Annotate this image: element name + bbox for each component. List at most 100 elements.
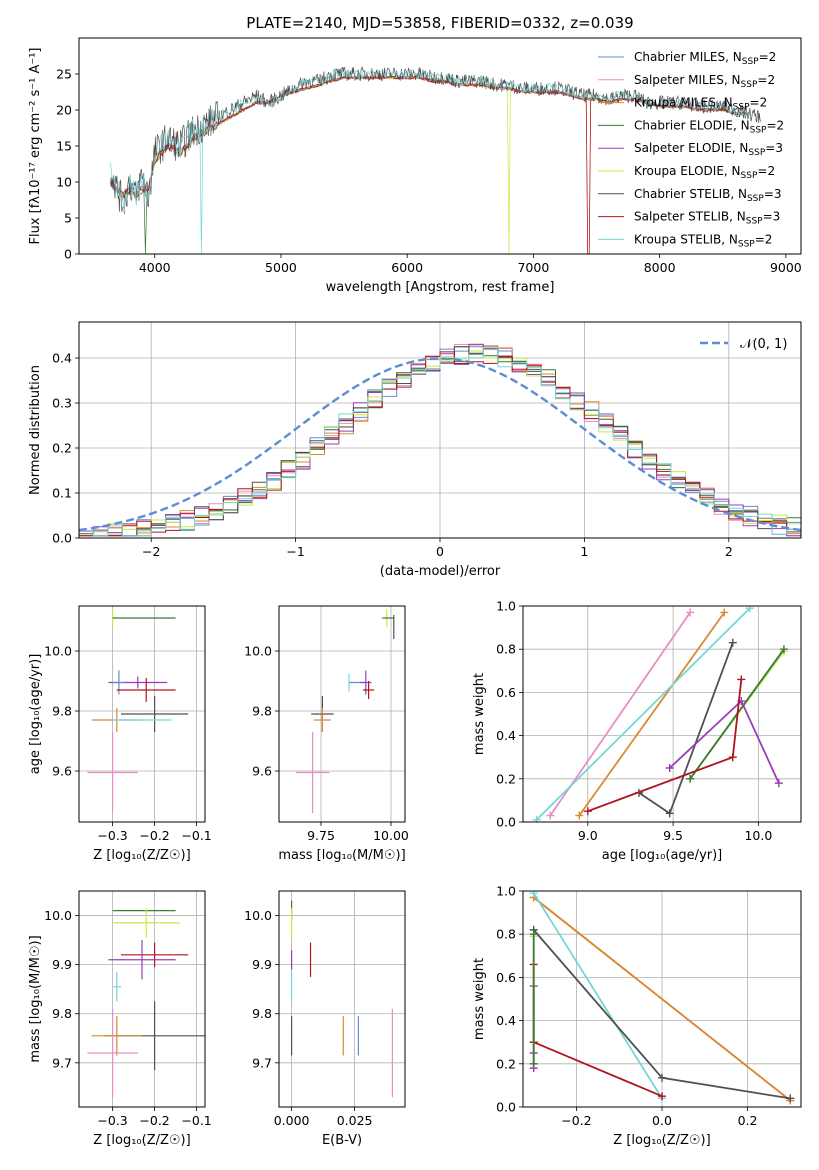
x-tick-label: −0.3 bbox=[97, 1113, 127, 1128]
legend-entry: Chabrier MILES, NSSP=2 bbox=[634, 50, 776, 67]
legend-entry: Kroupa ELODIE, NSSP=2 bbox=[634, 164, 775, 181]
axes-frame bbox=[522, 605, 802, 823]
plot-area bbox=[110, 66, 761, 254]
series-marker bbox=[529, 891, 538, 898]
axes-frame bbox=[78, 605, 206, 823]
spectrum-line-chab_stelib bbox=[110, 66, 761, 214]
x-tick-label: 9000 bbox=[770, 260, 802, 275]
y-tick-label: 15 bbox=[56, 139, 72, 154]
legend-entry: Chabrier STELIB, NSSP=3 bbox=[634, 187, 782, 204]
y-tick-label: 0.3 bbox=[52, 396, 72, 411]
axes-frame bbox=[278, 605, 406, 823]
legend-sub: SSP bbox=[741, 171, 758, 181]
x-tick-label: 10.0 bbox=[744, 828, 772, 843]
x-tick-label: 9.0 bbox=[578, 828, 598, 843]
errorbar-salp_miles bbox=[87, 1008, 138, 1098]
y-tick-label: 0.0 bbox=[496, 815, 516, 830]
errorbar-krou_miles bbox=[91, 1016, 142, 1056]
x-tick-label: 7000 bbox=[517, 260, 549, 275]
legend-entry: Kroupa STELIB, NSSP=2 bbox=[634, 232, 772, 249]
spectrum-line-krou_stelib bbox=[110, 68, 751, 254]
x-tick-label: 0.000 bbox=[274, 1113, 310, 1128]
errorbar-krou_miles bbox=[314, 708, 331, 732]
x-tick-label: 0 bbox=[436, 544, 444, 559]
y-tick-label: 9.8 bbox=[52, 1006, 72, 1021]
x-tick-label: 9.75 bbox=[307, 828, 335, 843]
series-marker bbox=[583, 807, 592, 816]
legend-value: =3 bbox=[763, 210, 781, 224]
legend-sub: SSP bbox=[733, 103, 750, 113]
panel-mass_ebv: 0.000 0.025 9.7 9.8 9.9 10.0 E(B-V) bbox=[244, 890, 406, 1148]
y-tick-label: 9.9 bbox=[252, 957, 272, 972]
y-tick-label: 9.8 bbox=[252, 1006, 272, 1021]
x-tick-label: −0.1 bbox=[181, 1113, 211, 1128]
plot-area bbox=[79, 343, 801, 538]
errorbar-krou_elodie bbox=[112, 908, 180, 938]
y-tick-label: 0.4 bbox=[52, 351, 72, 366]
series-marker bbox=[665, 764, 674, 772]
legend-value: =2 bbox=[757, 164, 775, 178]
legend-entry: Salpeter MILES, NSSP=2 bbox=[634, 73, 775, 90]
y-axis-label: mass weight bbox=[472, 673, 487, 755]
series-marker bbox=[745, 606, 754, 613]
y-tick-label: 0.2 bbox=[496, 771, 516, 786]
legend-label: Salpeter STELIB, N bbox=[634, 210, 746, 224]
legend-entry: Kroupa MILES, NSSP=2 bbox=[634, 96, 767, 113]
errorbar-salp_stelib bbox=[363, 681, 375, 699]
legend-label: Kroupa STELIB, N bbox=[634, 232, 738, 246]
axes-frame bbox=[78, 890, 206, 1108]
series-marker bbox=[774, 779, 783, 788]
x-tick-label: 1 bbox=[580, 544, 588, 559]
series-line-krou_stelib bbox=[532, 892, 663, 1099]
x-tick-label: 10.00 bbox=[373, 828, 409, 843]
legend-sub: SSP bbox=[746, 217, 763, 227]
y-tick-label: 0.6 bbox=[496, 685, 516, 700]
x-axis-label: Z [log₁₀(Z/Z☉)] bbox=[613, 1133, 710, 1148]
errorbar-salp_miles bbox=[87, 732, 138, 813]
y-tick-label: 25 bbox=[56, 67, 72, 82]
spectrum-line-salp_miles bbox=[110, 75, 751, 201]
legend-sub: SSP bbox=[741, 80, 758, 90]
legend-sub: SSP bbox=[738, 239, 755, 249]
legend-value: =2 bbox=[766, 118, 784, 132]
x-tick-label: 4000 bbox=[139, 260, 171, 275]
y-tick-label: 9.8 bbox=[252, 704, 272, 719]
y-axis-label: age [log₁₀(age/yr)] bbox=[28, 654, 43, 775]
errorbar-salp_elodie bbox=[360, 670, 372, 695]
legend-label: Chabrier MILES, N bbox=[634, 50, 742, 64]
legend-label: Salpeter ELODIE, N bbox=[634, 141, 748, 155]
y-axis-label: Normed distribution bbox=[28, 365, 43, 495]
y-tick-label: 9.6 bbox=[52, 764, 72, 779]
panel-spectrum: 4000 5000 6000 7000 8000 9000 0 5 10 15 20 25 wavele… bbox=[28, 37, 802, 295]
series-marker bbox=[737, 675, 746, 684]
y-tick-label: 0.0 bbox=[52, 531, 72, 546]
y-tick-label: 9.7 bbox=[52, 1055, 72, 1070]
y-tick-label: 9.6 bbox=[252, 764, 272, 779]
legend-sub: SSP bbox=[747, 194, 764, 204]
series-marker bbox=[532, 815, 541, 822]
plot-area bbox=[529, 891, 795, 1105]
x-tick-label: 8000 bbox=[644, 260, 676, 275]
panel-weight_Z: −0.2 0.0 0.2 0.0 0.2 0.4 0.6 0.8 1.0 Z [log₁₀(Z/Z… bbox=[472, 884, 802, 1148]
x-tick-label: 0.0 bbox=[652, 1113, 672, 1128]
x-axis-label: age [log₁₀(age/yr)] bbox=[602, 848, 723, 863]
legend-entry: Chabrier ELODIE, NSSP=2 bbox=[634, 118, 784, 135]
y-tick-label: 1.0 bbox=[496, 599, 516, 614]
x-tick-label: −0.2 bbox=[561, 1113, 591, 1128]
x-tick-label: −2 bbox=[142, 544, 160, 559]
series-line-krou_miles bbox=[578, 611, 726, 817]
legend-sub: SSP bbox=[748, 148, 765, 158]
legend-value: =2 bbox=[750, 96, 768, 110]
y-tick-label: 0.2 bbox=[496, 1056, 516, 1071]
x-tick-label: −0.2 bbox=[139, 1113, 169, 1128]
series-marker bbox=[658, 1092, 666, 1101]
series-marker bbox=[665, 809, 674, 818]
series-marker bbox=[575, 811, 584, 820]
y-tick-label: 10.0 bbox=[44, 644, 72, 659]
series-marker bbox=[728, 753, 737, 762]
series-line-salp_miles bbox=[549, 611, 691, 817]
x-axis-label: Z [log₁₀(Z/Z☉)] bbox=[93, 848, 190, 863]
legend-entry: Salpeter STELIB, NSSP=3 bbox=[634, 210, 780, 227]
x-tick-label: −0.2 bbox=[139, 828, 169, 843]
